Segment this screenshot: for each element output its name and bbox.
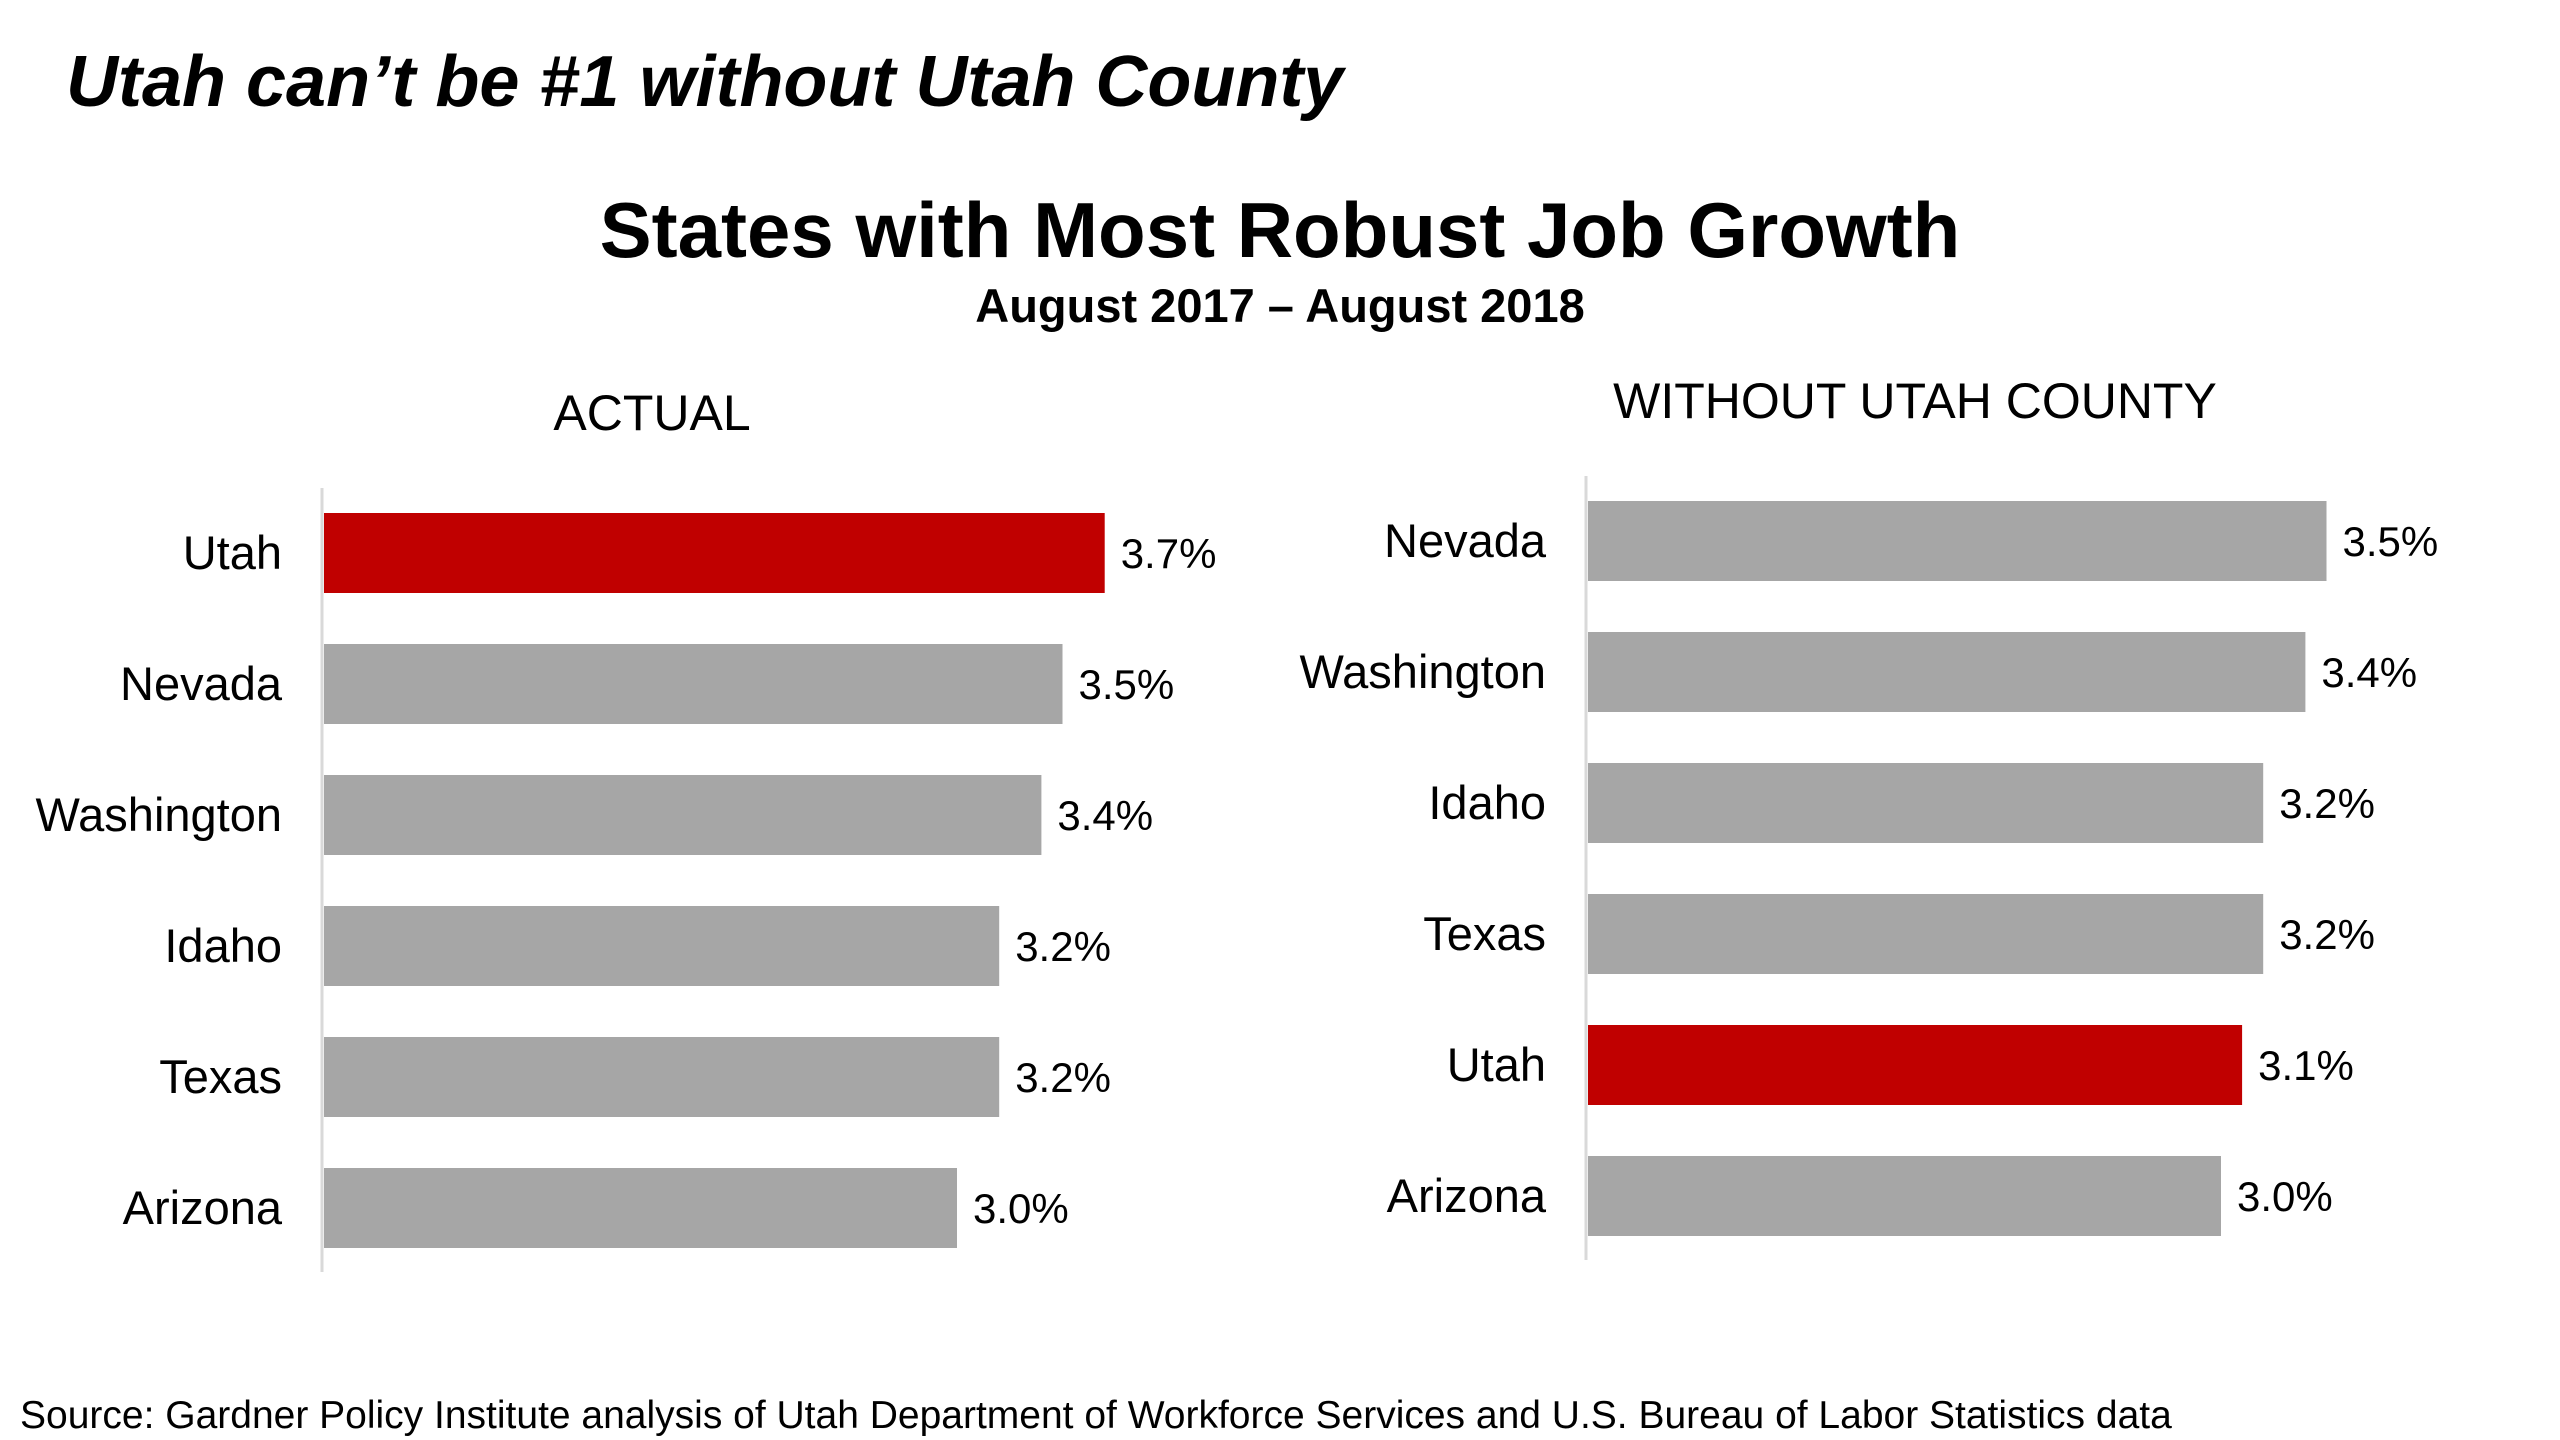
actual-panel-title: ACTUAL — [553, 385, 750, 441]
actual-value-label-washington: 3.4% — [1057, 792, 1153, 839]
without-utah-county-bar-washington — [1588, 632, 2306, 712]
without-utah-county-category-label-utah: Utah — [1447, 1038, 1546, 1091]
without-utah-county-category-label-nevada: Nevada — [1384, 514, 1547, 567]
actual-value-label-idaho: 3.2% — [1015, 923, 1111, 970]
source-note: Source: Gardner Policy Institute analysi… — [20, 1394, 2172, 1437]
without-utah-county-bar-utah — [1588, 1025, 2243, 1105]
without-utah-county-panel-title: WITHOUT UTAH COUNTY — [1613, 373, 2217, 429]
without-utah-county-chart-panel: WITHOUT UTAH COUNTY Nevada 3.5% Washington 3… — [1270, 0, 2560, 1380]
without-utah-county-value-label-utah: 3.1% — [2258, 1042, 2354, 1089]
actual-bar-idaho — [324, 906, 1000, 986]
headline: Utah can’t be #1 without Utah County — [66, 42, 1344, 122]
chart-title: States with Most Robust Job Growth — [599, 186, 1961, 274]
actual-category-label-idaho: Idaho — [164, 919, 282, 972]
actual-value-label-arizona: 3.0% — [973, 1185, 1069, 1232]
without-utah-county-value-label-arizona: 3.0% — [2237, 1173, 2333, 1220]
actual-bar-texas — [324, 1037, 1000, 1117]
without-utah-county-category-label-arizona: Arizona — [1387, 1169, 1547, 1222]
actual-category-label-washington: Washington — [36, 788, 282, 841]
without-utah-county-value-label-nevada: 3.5% — [2343, 518, 2439, 565]
actual-category-label-nevada: Nevada — [120, 657, 283, 710]
actual-category-label-arizona: Arizona — [123, 1181, 283, 1234]
actual-value-label-texas: 3.2% — [1015, 1054, 1111, 1101]
without-utah-county-category-label-texas: Texas — [1423, 907, 1546, 960]
actual-bar-chart: ACTUAL Utah 3.7% Nevada 3.5% Washington 3.4% Id… — [36, 385, 1217, 1272]
actual-chart-panel: ACTUAL Utah 3.7% Nevada 3.5% Washington 3.4% Id… — [0, 0, 1270, 1380]
without-utah-county-bar-arizona — [1588, 1156, 2221, 1236]
without-utah-county-value-label-washington: 3.4% — [2321, 649, 2417, 696]
without-utah-county-category-label-washington: Washington — [1300, 645, 1546, 698]
without-utah-county-value-label-texas: 3.2% — [2279, 911, 2375, 958]
without-utah-county-bar-texas — [1588, 894, 2264, 974]
without-utah-county-bar-nevada — [1588, 501, 2327, 581]
chart-subtitle: August 2017 – August 2018 — [975, 279, 1585, 332]
actual-category-label-texas: Texas — [159, 1050, 282, 1103]
without-utah-county-category-label-idaho: Idaho — [1428, 776, 1546, 829]
actual-bar-utah — [324, 513, 1105, 593]
actual-bar-nevada — [324, 644, 1063, 724]
actual-value-label-nevada: 3.5% — [1079, 661, 1175, 708]
actual-category-label-utah: Utah — [183, 526, 282, 579]
without-utah-county-bar-idaho — [1588, 763, 2264, 843]
without-utah-county-value-label-idaho: 3.2% — [2279, 780, 2375, 827]
actual-bar-arizona — [324, 1168, 957, 1248]
actual-bar-washington — [324, 775, 1042, 855]
without-utah-county-bar-chart: WITHOUT UTAH COUNTY Nevada 3.5% Washington 3… — [1300, 373, 2439, 1260]
actual-value-label-utah: 3.7% — [1121, 530, 1217, 577]
